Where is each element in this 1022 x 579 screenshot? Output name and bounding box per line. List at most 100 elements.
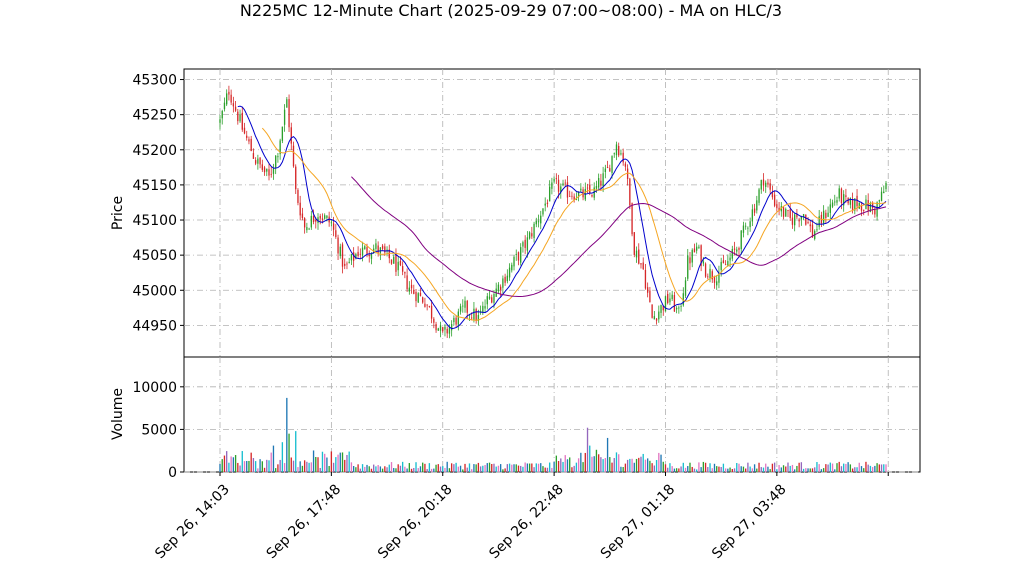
- candle-body: [758, 189, 760, 203]
- volume-bar: [373, 464, 375, 472]
- volume-bar: [863, 468, 865, 472]
- candle-body: [450, 324, 453, 331]
- volume-bar: [234, 455, 237, 472]
- volume-bar: [660, 454, 662, 472]
- candle-body: [375, 243, 377, 249]
- volume-bar: [566, 459, 569, 472]
- candle-body: [406, 275, 408, 290]
- candle-body: [580, 188, 582, 191]
- volume-bar: [883, 464, 885, 472]
- volume-bar: [221, 459, 223, 472]
- candle-body: [415, 291, 417, 302]
- candle-body: [344, 263, 346, 266]
- candle-body: [368, 254, 370, 257]
- candle-body: [426, 304, 428, 306]
- candle-body: [778, 207, 780, 211]
- candle-body: [444, 326, 446, 330]
- volume-bar: [655, 460, 658, 472]
- volume-bar: [551, 467, 553, 472]
- volume-bar: [488, 462, 491, 472]
- candle-body: [562, 183, 564, 186]
- volume-bar: [230, 456, 232, 472]
- price-tick-label: 45000: [132, 283, 177, 299]
- volume-bar: [626, 459, 629, 472]
- candle-body: [854, 198, 856, 211]
- volume-bar: [422, 462, 424, 472]
- candle-body: [698, 246, 700, 248]
- volume-bar: [638, 457, 640, 472]
- candle-body: [733, 248, 736, 250]
- candle-body: [631, 203, 633, 235]
- volume-bar: [589, 445, 591, 472]
- volume-bar: [348, 451, 350, 472]
- volume-bar: [326, 457, 328, 472]
- volume-bar: [829, 462, 831, 472]
- volume-bar: [876, 463, 878, 472]
- volume-bar: [335, 457, 337, 472]
- volume-bar: [871, 467, 874, 472]
- candle-body: [771, 192, 774, 198]
- candle-body: [880, 191, 883, 202]
- candle-body: [691, 249, 693, 263]
- candle-body: [856, 195, 858, 207]
- volume-bar: [878, 464, 880, 472]
- volume-bar: [580, 452, 582, 472]
- price-tick-label: 45250: [132, 108, 177, 124]
- candle-body: [575, 198, 578, 200]
- candle-body: [669, 298, 671, 303]
- volume-bar: [499, 464, 502, 472]
- volume-bar: [667, 467, 669, 472]
- volume-bar: [562, 461, 564, 472]
- volume-bar: [315, 456, 317, 472]
- candle-body: [566, 182, 569, 198]
- candle-body: [424, 303, 426, 307]
- candle-body: [553, 178, 555, 182]
- candle-body: [448, 327, 451, 334]
- volume-panel: 0 5000 10000 Volume: [110, 356, 921, 481]
- candle-body: [609, 168, 611, 172]
- volume-bar: [542, 466, 544, 472]
- candle-body: [751, 209, 754, 222]
- candle-body: [315, 219, 317, 222]
- volume-bar: [524, 462, 526, 472]
- candle-body: [491, 297, 493, 303]
- volume-bar: [417, 468, 419, 472]
- candle-body: [586, 187, 589, 189]
- volume-bar: [644, 459, 647, 472]
- volume-bar: [649, 460, 651, 472]
- volume-bar: [785, 466, 787, 472]
- volume-bar: [843, 463, 845, 472]
- volume-bar: [341, 452, 344, 472]
- volume-bar: [219, 463, 221, 472]
- volume-bar: [624, 463, 627, 472]
- volume-bar: [845, 463, 847, 472]
- candle-body: [297, 189, 299, 203]
- volume-bar: [261, 461, 263, 472]
- volume-bar: [346, 454, 348, 472]
- volume-bar: [753, 464, 756, 472]
- candle-body: [731, 249, 733, 259]
- candle-body: [716, 281, 718, 286]
- volume-bar: [246, 460, 248, 472]
- x-tick-label: Sep 26, 14:03: [152, 482, 233, 563]
- candle-body: [268, 169, 270, 176]
- volume-bar: [687, 466, 689, 472]
- candle-body: [602, 173, 604, 187]
- volume-bar: [816, 462, 818, 472]
- volume-bar: [796, 465, 798, 472]
- candle-body: [361, 247, 364, 256]
- candle-body: [635, 250, 638, 258]
- volume-bar: [745, 468, 747, 472]
- volume-bar: [486, 463, 488, 472]
- candle-body: [646, 287, 649, 293]
- volume-bar: [275, 468, 277, 472]
- x-tick-label: Sep 26, 20:18: [375, 482, 456, 563]
- volume-bar: [297, 467, 299, 472]
- volume-bar: [820, 469, 823, 472]
- volume-bar: [597, 454, 600, 472]
- candle-body: [257, 158, 259, 164]
- candle-body: [397, 261, 399, 271]
- volume-bar: [635, 458, 638, 472]
- volume-bar: [239, 465, 241, 472]
- candle-body: [591, 194, 593, 197]
